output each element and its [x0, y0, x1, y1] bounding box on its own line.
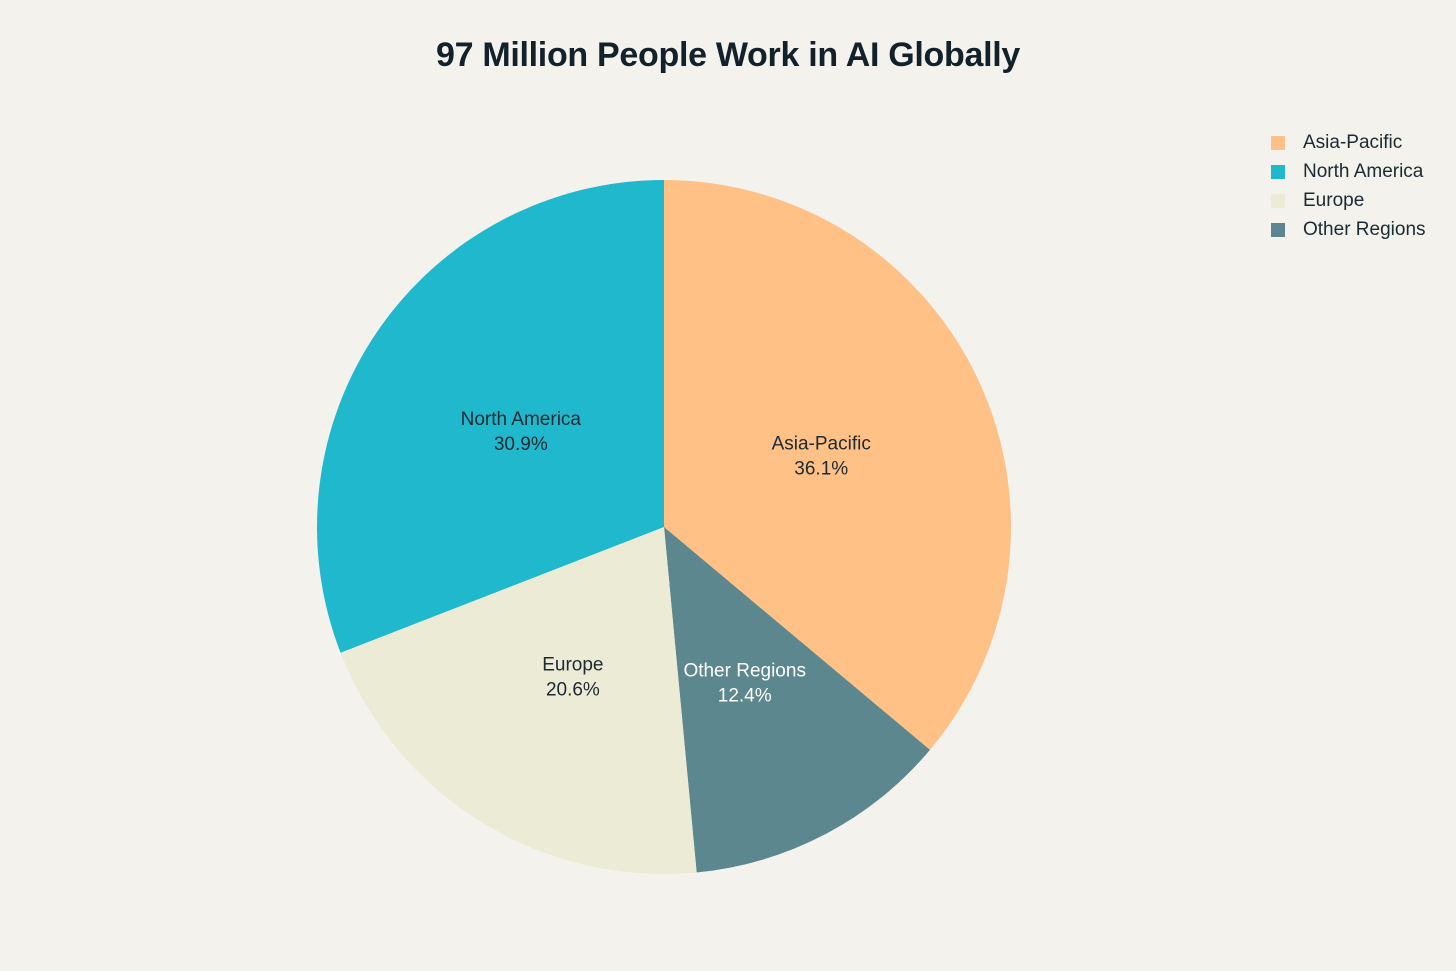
pie-slice-asia-pacific[interactable] — [664, 180, 1011, 750]
slice-label-value: 30.9% — [494, 434, 548, 455]
slice-label-north-america: North America 30.9% — [461, 409, 582, 455]
legend-label: North America — [1303, 160, 1424, 182]
slice-label-value: 12.4% — [718, 686, 772, 707]
slice-label-name: North America — [461, 409, 582, 430]
pie-slice-other-regions[interactable] — [664, 527, 930, 873]
legend-label: Asia-Pacific — [1303, 131, 1403, 153]
slice-label-name: Europe — [542, 655, 603, 676]
legend-swatch — [1271, 164, 1285, 179]
legend-swatch — [1271, 135, 1285, 150]
slice-label-europe: Europe 20.6% — [542, 655, 603, 701]
slice-label-value: 20.6% — [546, 680, 600, 701]
slice-label-name: Other Regions — [683, 661, 806, 682]
pie-slice-north-america[interactable] — [317, 180, 664, 653]
legend-item-asia-pacific[interactable]: Asia-Pacific — [1271, 128, 1451, 157]
slice-label-asia-pacific: Asia-Pacific 36.1% — [772, 434, 871, 480]
slice-label-other-regions: Other Regions 12.4% — [683, 661, 806, 707]
legend-item-europe[interactable]: Europe — [1271, 186, 1451, 215]
legend: Asia-Pacific North America Europe Other … — [1271, 128, 1451, 244]
legend-label: Europe — [1303, 189, 1365, 211]
legend-swatch — [1271, 222, 1285, 237]
legend-label: Other Regions — [1303, 218, 1426, 240]
chart-title: 97 Million People Work in AI Globally — [435, 36, 1020, 74]
legend-swatch — [1271, 193, 1285, 208]
pie-slice-europe[interactable] — [340, 527, 697, 874]
legend-item-other-regions[interactable]: Other Regions — [1271, 215, 1451, 244]
slice-label-value: 36.1% — [794, 459, 848, 480]
legend-item-north-america[interactable]: North America — [1271, 157, 1451, 186]
slice-label-name: Asia-Pacific — [772, 434, 871, 455]
